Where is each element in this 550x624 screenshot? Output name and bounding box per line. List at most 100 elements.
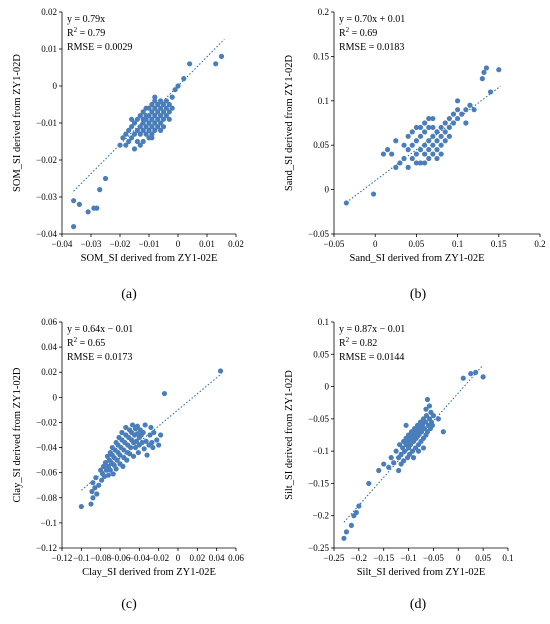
data-point [158,120,164,126]
y-tick-label-a: 0.02 [41,7,57,17]
axes-c [61,322,236,549]
data-point [403,422,409,428]
y-axis-label-d: Silt_SI derived from ZY1-02D [284,370,295,500]
data-point [366,480,372,487]
data-point [446,133,452,139]
data-point [420,445,427,451]
y-tick-label-a: −0.04 [36,229,57,239]
data-point [440,429,446,435]
data-point [107,467,113,473]
x-tick-label-c: 0.02 [189,553,205,563]
data-point [376,467,382,474]
data-point [172,87,178,93]
data-point [142,422,148,428]
data-point [169,94,175,100]
data-point [483,65,490,71]
y-tick-label-d: −0.25 [308,543,329,553]
trendline-path-b [346,85,501,203]
x-tick-label-a: −0.04 [52,239,73,249]
x-tick-label-c: 0.06 [228,553,244,563]
equation-a: y = 0.79x [67,14,105,25]
data-point [99,477,105,483]
y-tick-label-c: −0.02 [36,417,57,427]
data-point [161,390,168,397]
r-squared-d: R2 = 0.82 [339,336,377,349]
data-point [150,444,156,451]
data-point [140,127,146,133]
axes-b [333,12,540,235]
data-point [405,147,411,153]
data-point [71,224,77,230]
panel-label-d: (d) [410,597,427,612]
data-point [158,105,164,111]
data-point [405,133,411,139]
data-point [417,160,424,166]
data-point [129,422,136,428]
y-tick-label-a: −0.01 [36,118,57,128]
x-axis-label-d: Silt_SI derived from ZY1-02E [357,567,486,578]
data-point [152,113,158,119]
data-point [137,131,143,137]
data-point [149,131,155,137]
data-point [430,115,436,122]
x-tick-label-d: −0.2 [351,553,367,563]
x-axis-label-b: Sand_SI derived from ZY1-02E [349,253,484,264]
data-point [152,105,158,111]
y-tick-label-b: −0.05 [308,229,329,239]
rmse-c: RMSE = 0.0173 [67,352,132,363]
panel-a: −0.04 −0.03 −0.02 −0.01 0 0.01 0.02−0.04−0.03−… [12,7,244,302]
data-point [155,124,161,130]
data-point [127,451,133,457]
trendline-b [346,85,501,203]
x-axis-label-a: SOM_SI derived from ZY1-02E [81,253,218,264]
data-point [388,455,394,461]
data-point [149,101,155,108]
data-point [149,135,155,141]
x-tick-label-b: 0.1 [452,239,463,249]
y-tick-label-a: −0.03 [36,192,57,202]
trendline-path-a [73,38,225,192]
data-point [467,102,473,108]
data-point [468,371,474,377]
data-point [96,482,102,488]
data-point [132,444,139,451]
data-point [479,76,485,82]
data-point [76,201,82,207]
data-point [175,83,181,89]
data-point [430,142,436,148]
x-tick-label-d: −0.15 [373,553,394,563]
data-point [102,460,109,466]
data-point [146,105,152,111]
data-point [140,138,146,145]
x-tick-label-d: 0.05 [475,553,491,563]
data-point [426,138,432,144]
y-tick-label-b: 0.2 [318,7,329,17]
data-point [446,124,452,131]
data-point [156,442,162,448]
x-tick-label-b: 0.05 [409,239,425,249]
data-point [438,124,444,131]
rmse-d: RMSE = 0.0144 [339,352,404,363]
data-point [151,429,157,436]
data-point [213,61,219,67]
data-point [97,187,103,193]
data-point [487,89,494,95]
data-point [123,424,129,431]
data-point [120,463,126,469]
y-tick-label-d: 0.05 [313,349,329,359]
data-point [117,452,123,458]
y-tick-label-b: 0 [325,185,330,195]
y-axis-label-c: Clay_SI derived from ZY1-02D [12,367,23,502]
x-tick-label-a: 0 [176,239,181,249]
data-point [391,460,397,466]
data-point [123,142,129,148]
x-tick-label-b: 0.15 [491,239,507,249]
data-point [147,432,153,438]
data-point [187,61,193,67]
data-point [217,368,224,374]
r-squared-b: R2 = 0.69 [339,26,377,39]
panel-b: −0.05 0 0.05 0.1 0.15 0.2 −0.05 0 0.05 0.1 0.15 0.2… [284,7,546,302]
data-point [126,127,132,133]
data-point [128,444,134,451]
y-tick-label-a: 0.01 [41,44,57,54]
